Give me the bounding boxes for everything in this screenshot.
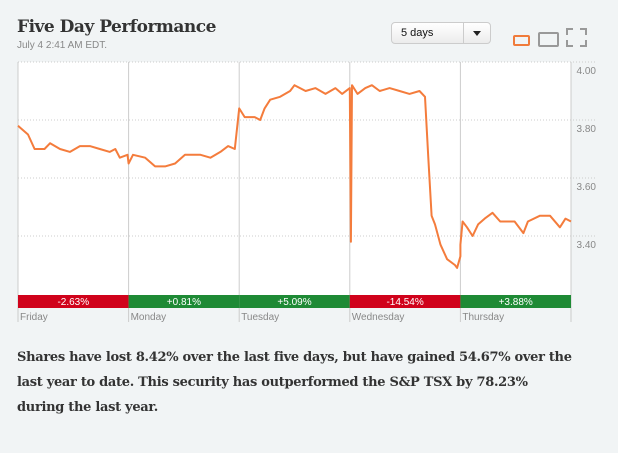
day-change-bar xyxy=(239,295,350,308)
large-chart-view-button[interactable] xyxy=(538,32,559,47)
day-change-label: +3.88% xyxy=(499,297,533,308)
y-tick-label: 3.60 xyxy=(577,182,597,193)
range-select-value: 5 days xyxy=(401,27,434,39)
day-label: Thursday xyxy=(462,312,504,323)
chevron-down-icon[interactable] xyxy=(463,23,490,43)
day-label: Monday xyxy=(131,312,167,323)
fullscreen-icon[interactable] xyxy=(566,28,587,47)
day-change-bar xyxy=(18,295,129,308)
range-select[interactable]: 5 days xyxy=(391,22,491,44)
day-change-bar xyxy=(349,295,461,308)
day-label: Tuesday xyxy=(241,312,279,323)
price-chart: 4.00 3.80 3.60 3.40 -2.63% Friday +0.81%Monday… xyxy=(17,61,597,323)
timestamp: July 4 2:41 AM EDT. xyxy=(17,40,108,51)
performance-summary: Shares have lost 8.42% over the last fiv… xyxy=(17,350,572,415)
price-line xyxy=(17,84,572,269)
day-change-bar xyxy=(460,295,571,308)
y-tick-label: 3.80 xyxy=(577,124,597,135)
y-tick-label: 4.00 xyxy=(577,66,597,77)
day-change-label: -2.63% xyxy=(57,297,89,308)
day-change-label: -14.54% xyxy=(386,297,423,308)
page-title: Five Day Performance xyxy=(17,17,216,37)
day-change-label: +0.81% xyxy=(167,297,201,308)
day-label: Wednesday xyxy=(352,312,405,323)
y-tick-label: 3.40 xyxy=(577,240,597,251)
day-label: Friday xyxy=(20,312,48,323)
day-change-bar xyxy=(128,295,240,308)
small-chart-view-button[interactable] xyxy=(513,35,530,46)
day-change-label: +5.09% xyxy=(277,297,311,308)
